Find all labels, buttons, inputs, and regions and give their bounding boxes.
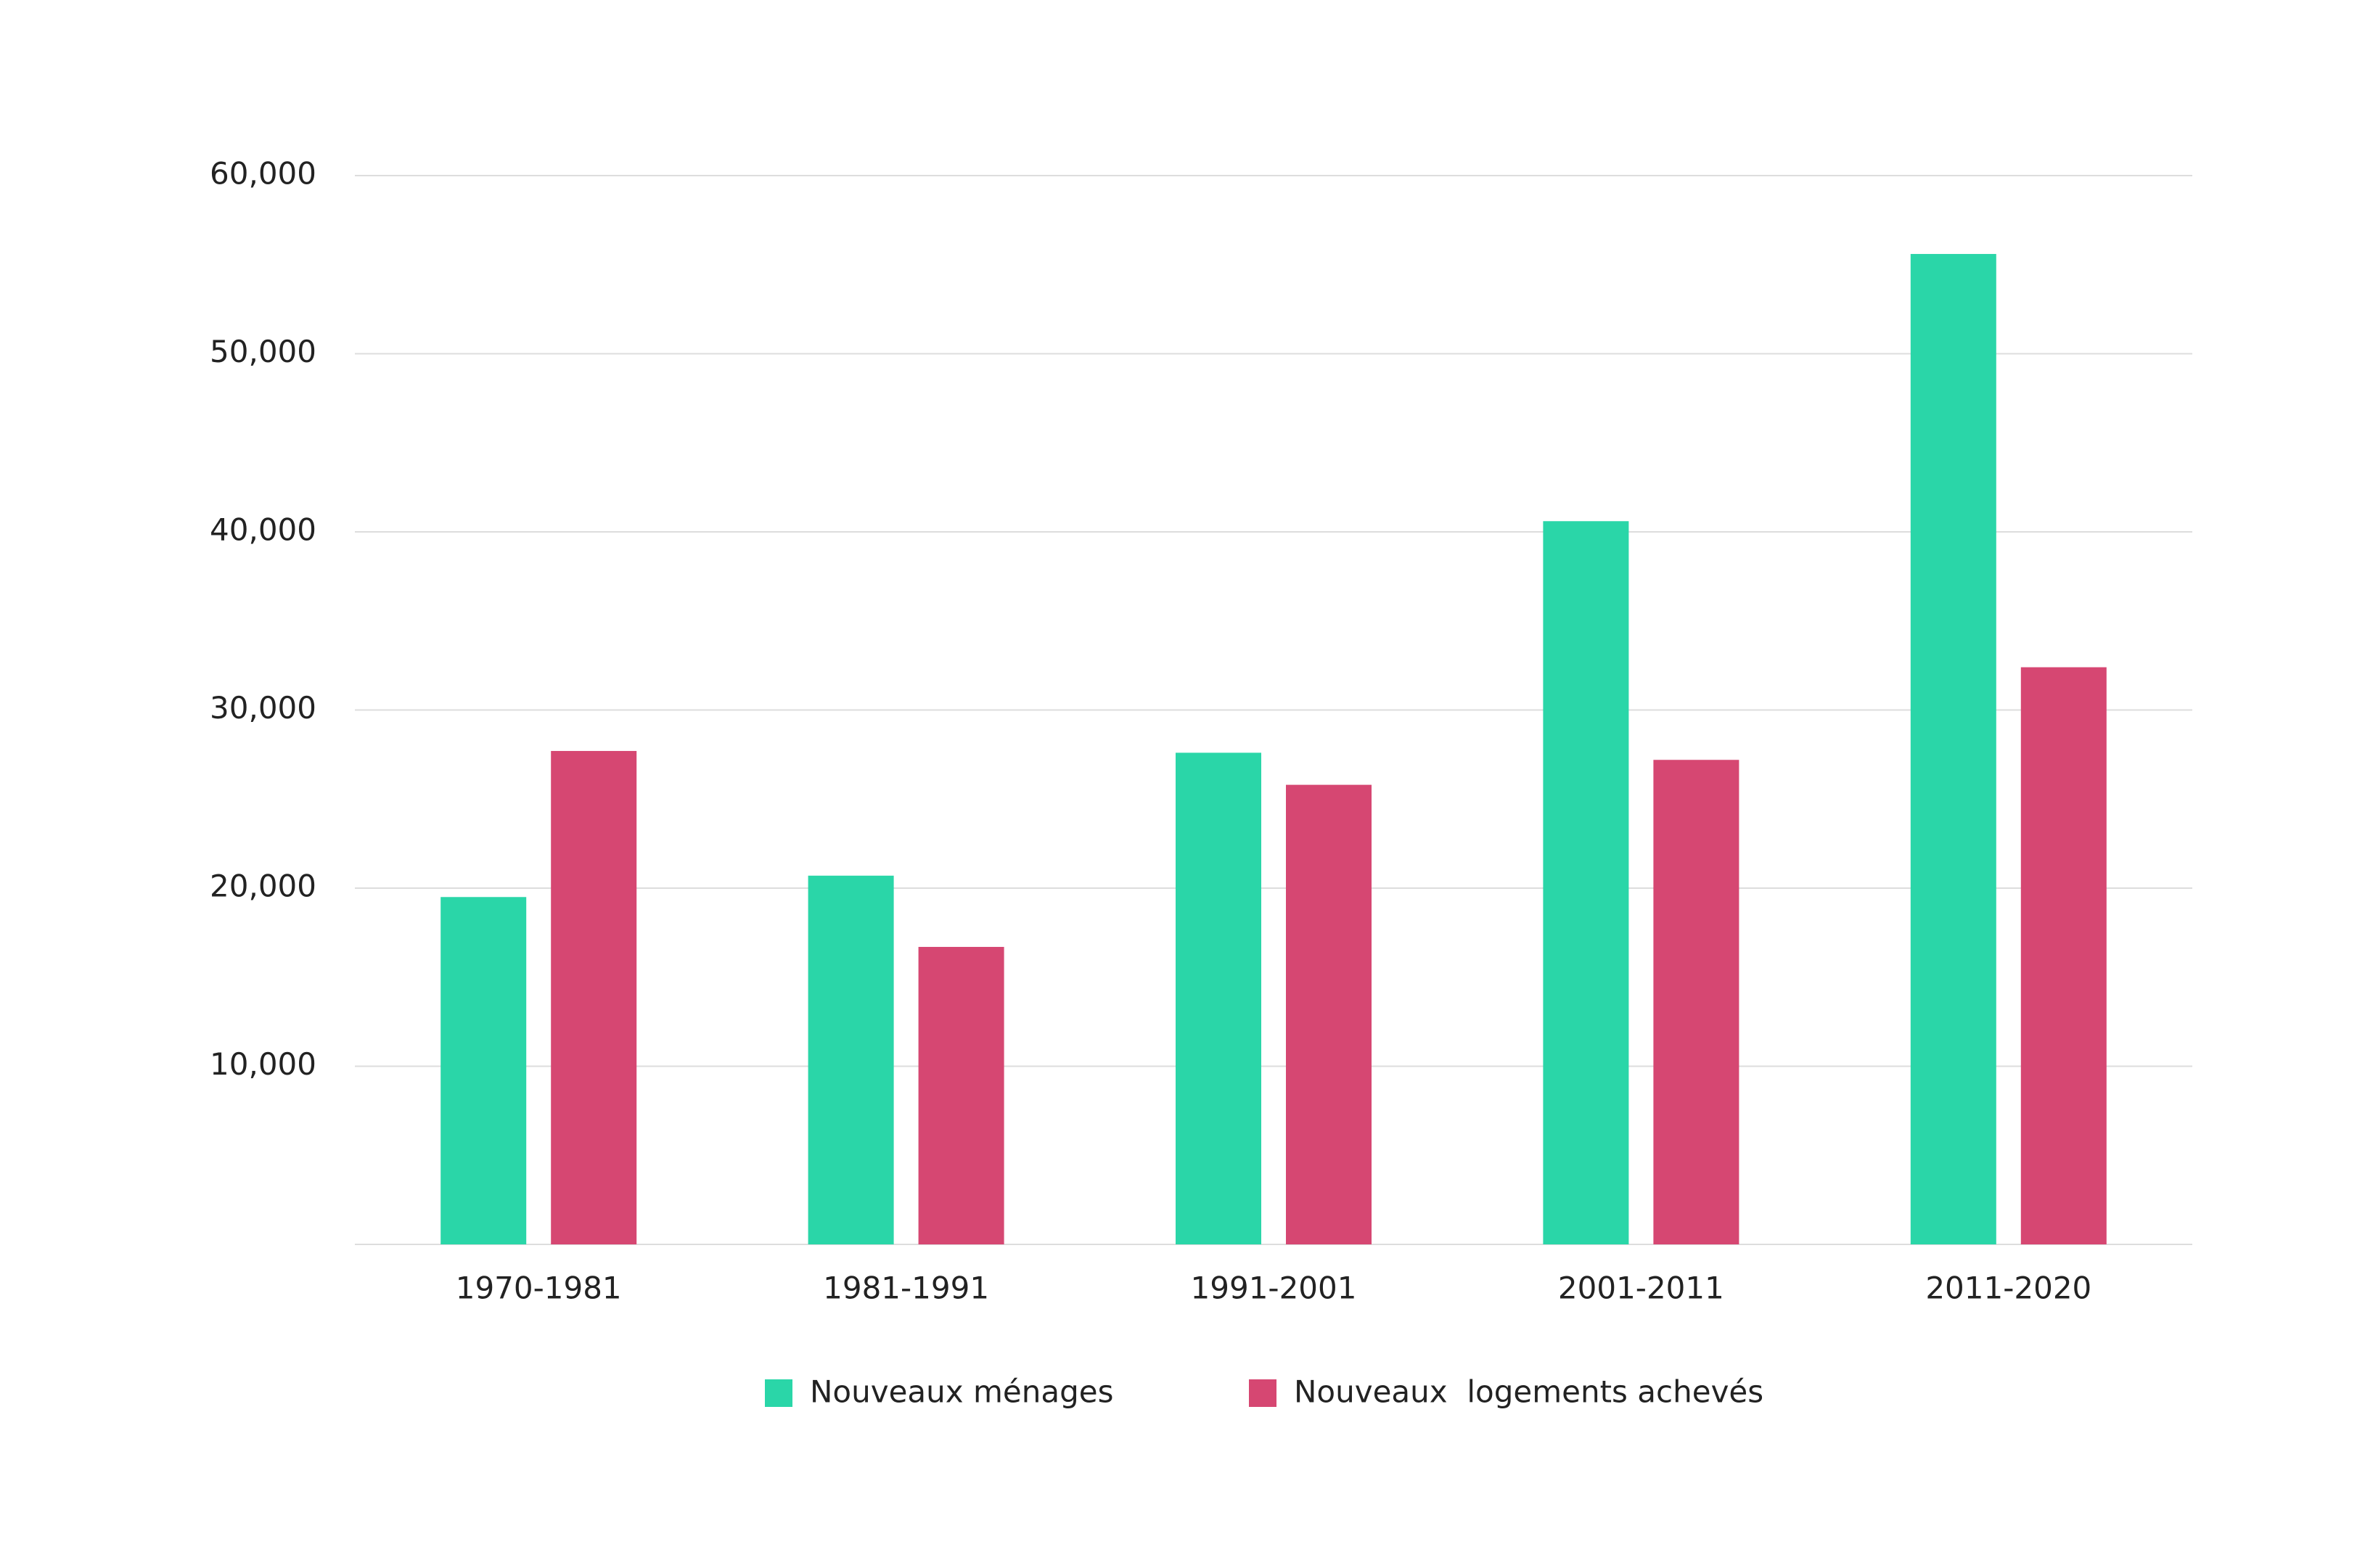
legend-swatch [1249,1379,1276,1407]
bar [2020,667,2107,1244]
bar [1910,254,1996,1244]
bar [1176,752,1261,1244]
bar [1286,784,1372,1244]
bar [808,875,894,1244]
y-tick-label: 10,000 [210,1046,316,1082]
x-tick-label: 1981-1991 [823,1271,989,1306]
bar [440,897,527,1244]
x-tick-label: 1991-2001 [1191,1271,1357,1306]
legend-swatch [765,1379,792,1407]
bar [551,750,637,1244]
x-tick-label: 2011-2020 [1925,1271,2091,1306]
legend-label: Nouveaux logements achevés [1294,1374,1763,1410]
legend-label: Nouveaux ménages [810,1374,1113,1410]
bar [918,947,1004,1244]
bar [1653,760,1739,1244]
y-tick-label: 20,000 [210,869,316,904]
x-tick-label: 2001-2011 [1558,1271,1724,1306]
y-tick-label: 60,000 [210,156,316,192]
x-tick-label: 1970-1981 [456,1271,622,1306]
y-tick-label: 30,000 [210,690,316,726]
y-tick-label: 40,000 [210,512,316,548]
y-tick-label: 50,000 [210,334,316,369]
bar [1543,521,1629,1244]
